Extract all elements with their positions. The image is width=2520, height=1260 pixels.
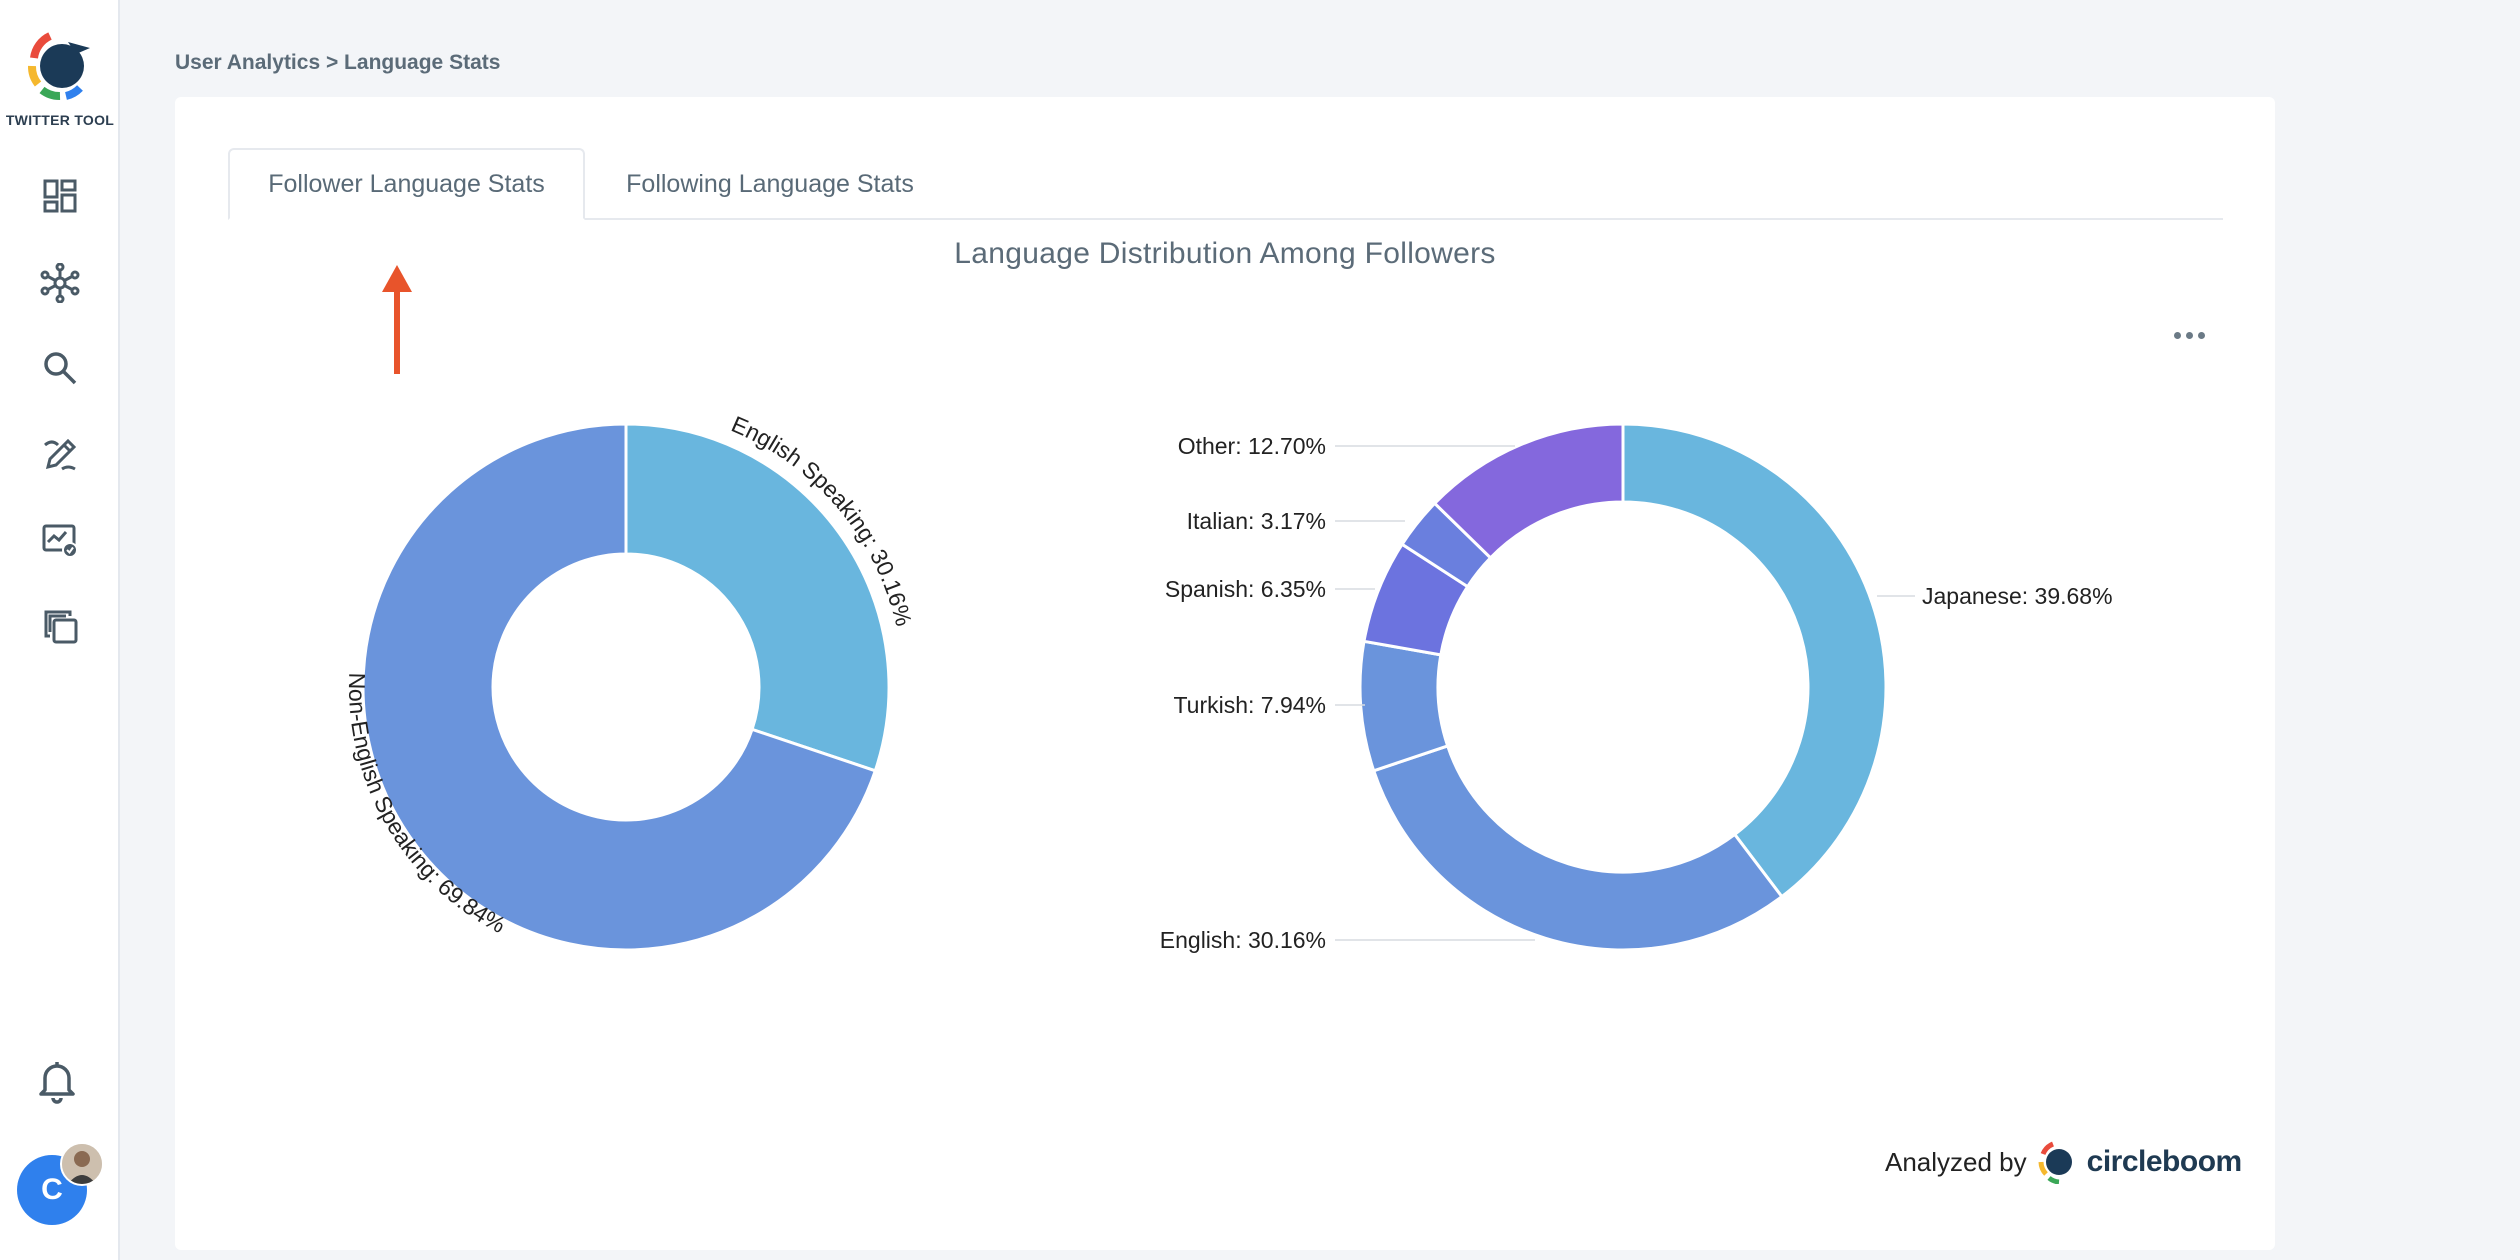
search-icon[interactable] xyxy=(37,345,83,391)
main-card: Follower Language Stats Following Langua… xyxy=(175,97,2275,1250)
slice-label-spanish: Spanish: 6.35% xyxy=(1165,576,1326,602)
dot-icon xyxy=(2197,331,2205,339)
slice-english[interactable] xyxy=(1371,744,1784,952)
chart-title: Language Distribution Among Followers xyxy=(954,237,1496,270)
slice-non-english-speaking[interactable] xyxy=(361,422,878,952)
analyzed-by: Analyzed by circleboom xyxy=(1885,1137,2242,1187)
network-icon[interactable] xyxy=(37,260,83,306)
avatar-photo xyxy=(60,1142,104,1186)
arrow-annotation-icon xyxy=(382,265,412,374)
slice-label-english: English: 30.16% xyxy=(1160,927,1326,953)
breadcrumb: User Analytics > Language Stats xyxy=(175,51,501,74)
copy-icon[interactable] xyxy=(37,603,83,649)
donut-charts: English Speaking: 30.16%Non-English Spea… xyxy=(344,411,2113,953)
analyzed-by-label: Analyzed by xyxy=(1885,1146,2027,1177)
dot-icon xyxy=(2173,331,2181,339)
slice-label-turkish: Turkish: 7.94% xyxy=(1173,692,1326,718)
slice-japanese[interactable] xyxy=(1621,422,1888,899)
bell-icon[interactable] xyxy=(35,1058,79,1104)
chart-menu-button[interactable] xyxy=(2163,323,2215,347)
circleboom-brand: circleboom xyxy=(2086,1145,2243,1178)
tabs-divider xyxy=(228,218,2223,220)
sidebar: TWITTER TOOL xyxy=(0,0,120,1260)
slice-english-speaking[interactable] xyxy=(624,422,891,773)
slice-turkish[interactable] xyxy=(1358,639,1450,773)
tab-follower-language-stats[interactable]: Follower Language Stats xyxy=(228,148,585,220)
circleboom-logo-icon xyxy=(2038,1141,2072,1184)
app-logo-text: TWITTER TOOL xyxy=(5,112,115,128)
slice-label-italian: Italian: 3.17% xyxy=(1187,508,1326,534)
dashboard-icon[interactable] xyxy=(37,173,83,219)
tab-following-language-stats[interactable]: Following Language Stats xyxy=(626,169,914,198)
slice-other[interactable] xyxy=(1432,422,1625,560)
analytics-icon[interactable] xyxy=(37,517,83,563)
slice-label-other: Other: 12.70% xyxy=(1178,433,1326,459)
app-logo[interactable] xyxy=(24,28,96,102)
dot-icon xyxy=(2185,331,2193,339)
slice-label-japanese: Japanese: 39.68% xyxy=(1922,583,2113,609)
pen-icon[interactable] xyxy=(37,432,83,478)
